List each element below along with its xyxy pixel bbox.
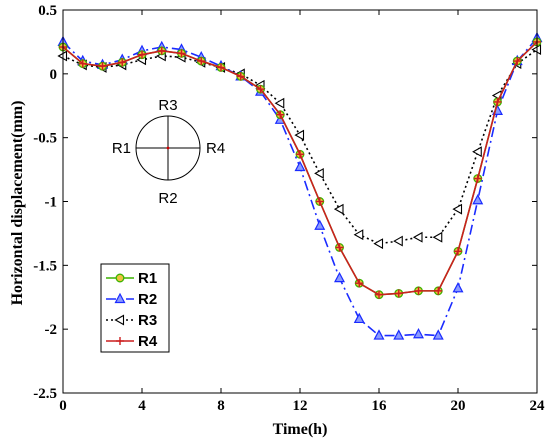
point-r4 — [236, 72, 245, 81]
point-r4 — [513, 57, 522, 66]
point-r4 — [256, 85, 265, 94]
x-tick-label: 24 — [530, 398, 546, 414]
legend-label-r4: R4 — [138, 333, 158, 350]
legend-marker-r1 — [115, 273, 125, 283]
point-r3 — [373, 238, 384, 250]
legend-items: R1 R2 R3 R4 — [106, 270, 158, 350]
point-r4 — [434, 286, 443, 295]
point-r3 — [432, 231, 443, 243]
inset-label-r3: R3 — [158, 97, 177, 114]
point-r3 — [314, 167, 324, 179]
series-layer — [57, 31, 543, 340]
legend-item-r2: R2 — [106, 291, 157, 308]
legend: R1 R2 R3 R4 — [100, 263, 170, 353]
legend-marker-r4 — [116, 337, 124, 345]
x-tick-label: 8 — [217, 398, 225, 414]
legend-item-r4: R4 — [106, 333, 158, 350]
legend-label-r2: R2 — [138, 291, 157, 308]
legend-marker-r3 — [114, 314, 125, 326]
y-tick-label: -1.5 — [33, 258, 57, 274]
point-r4 — [454, 247, 462, 256]
point-r3 — [333, 203, 344, 215]
x-tick-label: 20 — [451, 398, 466, 414]
point-r4 — [335, 243, 344, 252]
inset-center-dot — [166, 146, 170, 150]
inset-label-r1: R1 — [112, 140, 131, 157]
x-axis-title: Time(h) — [273, 421, 328, 438]
point-r3 — [274, 97, 285, 109]
y-tick-label: -2.5 — [33, 386, 57, 402]
point-r4 — [157, 46, 166, 55]
point-r4 — [414, 286, 423, 295]
point-r4 — [177, 49, 186, 58]
point-r3 — [393, 235, 403, 247]
point-r4 — [78, 59, 87, 68]
inset-diagram: R3 R1 R4 R2 — [112, 97, 225, 207]
series-r4 — [59, 37, 541, 299]
legend-item-r3: R3 — [106, 312, 157, 329]
point-r2 — [373, 329, 385, 340]
inset-label-r4: R4 — [206, 140, 225, 157]
point-r2 — [413, 327, 424, 339]
plot-frame — [62, 9, 538, 394]
point-r3 — [472, 146, 482, 158]
legend-marker-r2 — [114, 292, 126, 304]
x-tick-label: 4 — [138, 398, 146, 414]
x-tick-label: 12 — [293, 398, 308, 414]
inset-label-r2: R2 — [158, 190, 177, 207]
point-r2 — [353, 312, 365, 324]
point-r2 — [314, 219, 326, 230]
y-tick-label: 0.5 — [38, 3, 57, 19]
point-r4 — [276, 110, 285, 119]
point-r3 — [294, 129, 305, 141]
point-r4 — [375, 290, 383, 299]
y-tick-label: -0.5 — [33, 131, 57, 147]
point-r3 — [353, 229, 364, 241]
x-tick-label: 16 — [372, 398, 388, 414]
point-r2 — [294, 160, 306, 172]
y-axis-title: Horizontal displacement(mm) — [9, 101, 26, 306]
y-tick-label: 0 — [50, 67, 58, 83]
x-tick-label: 0 — [59, 398, 67, 414]
legend-item-r1: R1 — [106, 270, 157, 287]
y-tick-label: -1 — [45, 195, 58, 211]
point-r4 — [118, 58, 127, 67]
point-r4 — [98, 62, 107, 71]
point-r4 — [473, 174, 482, 183]
point-r2 — [393, 329, 405, 340]
legend-label-r3: R3 — [138, 312, 157, 329]
point-r4 — [394, 289, 403, 298]
point-r3 — [452, 203, 463, 215]
point-r4 — [493, 97, 502, 106]
point-r4 — [197, 57, 206, 66]
legend-label-r1: R1 — [138, 270, 157, 287]
point-r4 — [217, 63, 225, 72]
y-tick-label: -2 — [45, 322, 58, 338]
point-r4 — [138, 50, 146, 59]
point-r4 — [355, 279, 364, 288]
point-r4 — [315, 197, 324, 206]
point-r4 — [296, 150, 304, 159]
point-r3 — [412, 231, 423, 243]
point-r2 — [432, 329, 444, 340]
point-r2 — [472, 193, 484, 205]
point-r2 — [452, 282, 464, 293]
point-r2 — [334, 271, 345, 283]
